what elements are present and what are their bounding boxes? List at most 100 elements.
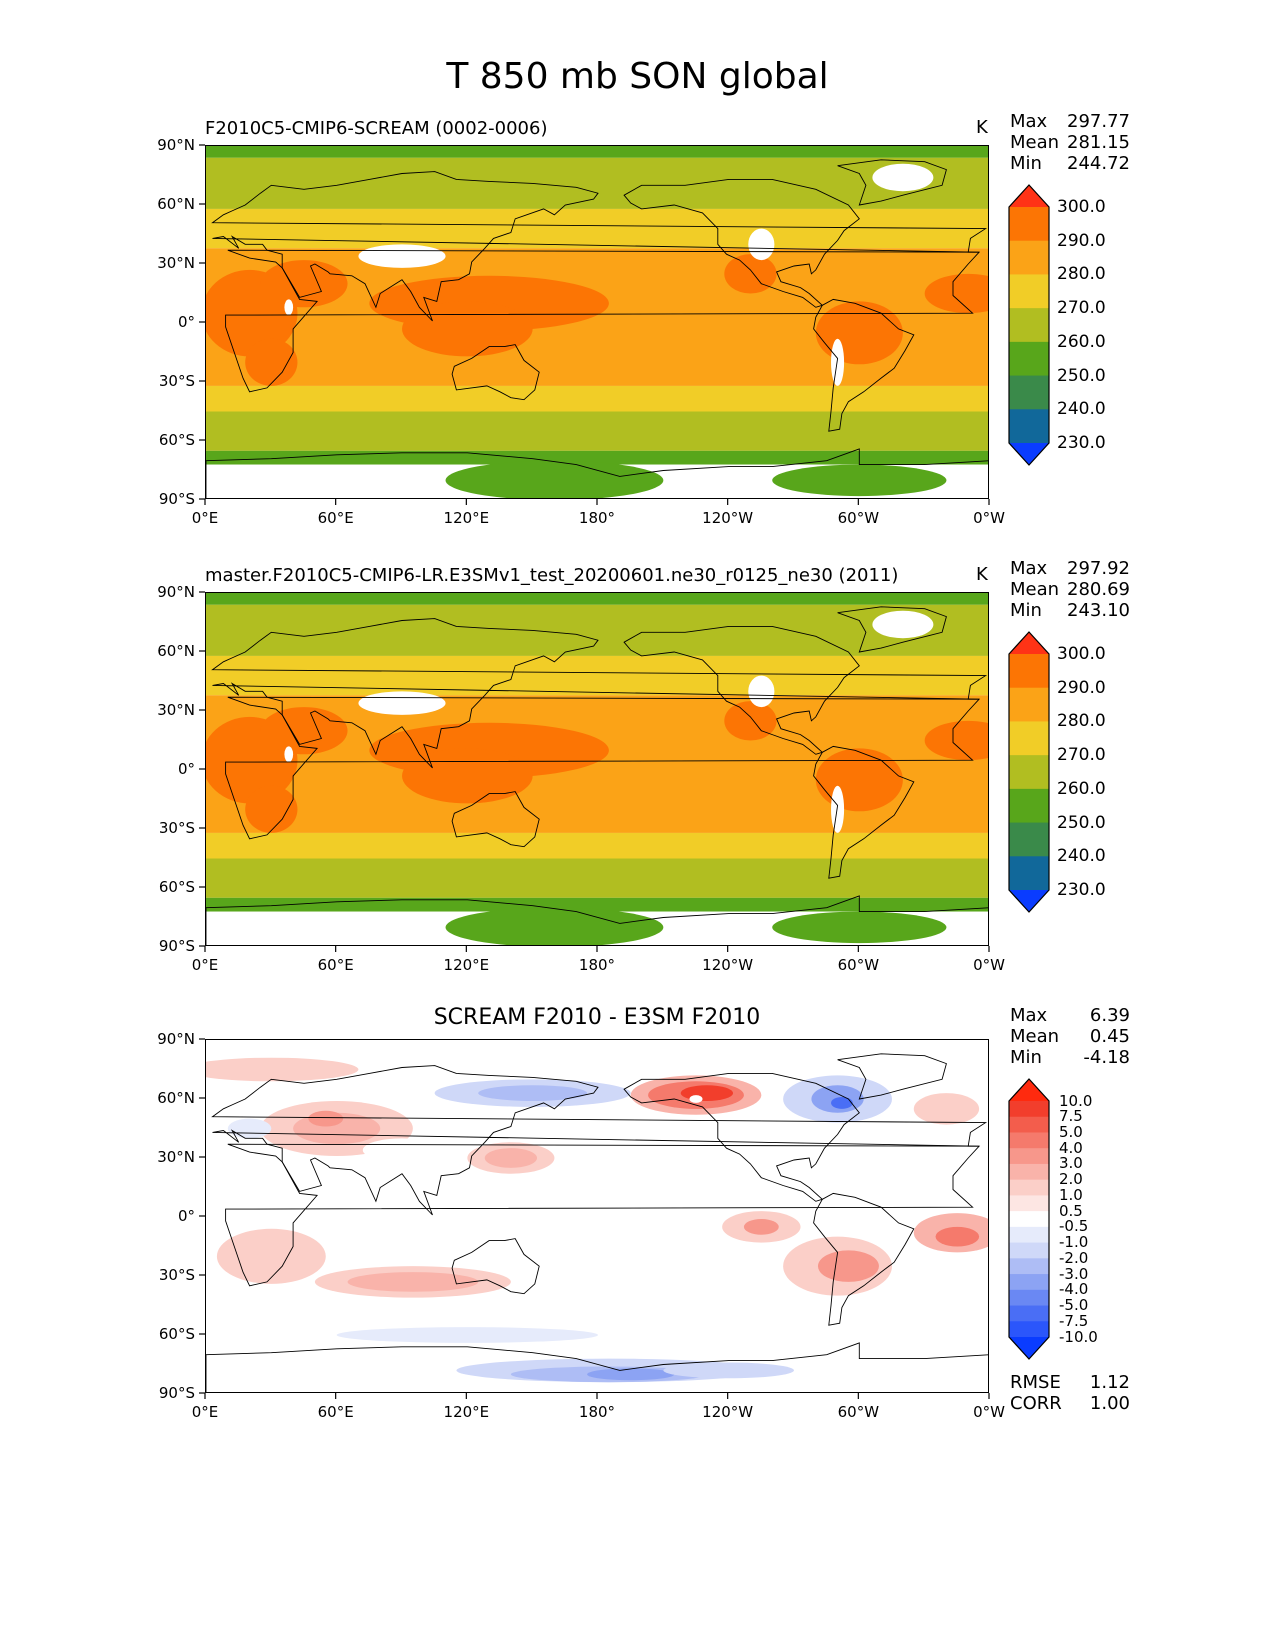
colorbar-segment	[1009, 207, 1049, 242]
stat-max-value: 297.77	[1067, 111, 1130, 132]
colorbar-segment	[1009, 375, 1049, 410]
colorbar	[1008, 631, 1050, 913]
x-tick-label: 180°	[578, 509, 616, 527]
stat-mean-label: Mean	[1010, 579, 1060, 600]
colorbar-segment	[1009, 1148, 1049, 1165]
units-label: K	[976, 117, 988, 138]
stat-mean-label: Mean	[1010, 1026, 1060, 1047]
stat-mean-value: 280.69	[1067, 579, 1130, 600]
colorbar-tick-label: 270.0	[1057, 745, 1106, 766]
colorbar-tick-label: -4.0	[1059, 1280, 1089, 1299]
y-tick-label: 0°	[177, 760, 195, 778]
contour-field	[206, 146, 988, 498]
x-tick-label: 0°E	[191, 956, 219, 974]
colorbar-segment	[1009, 274, 1049, 309]
stat-max-value: 297.92	[1067, 558, 1130, 579]
colorbar-segment	[1009, 1305, 1049, 1322]
colorbar-tick-label: -3.0	[1059, 1264, 1089, 1283]
colorbar-tick-label: 290.0	[1057, 677, 1106, 698]
colorbar-segment	[1009, 1132, 1049, 1149]
y-tick-label: 60°S	[158, 431, 195, 449]
colorbar-tick-label: 3.0	[1059, 1154, 1083, 1173]
coastline	[837, 606, 947, 653]
y-tick-label: 60°S	[158, 878, 195, 896]
coastline	[813, 1192, 915, 1326]
colorbar	[1008, 1078, 1050, 1360]
x-tick-label: 180°	[578, 1403, 616, 1421]
panel-title: SCREAM F2010 - E3SM F2010	[433, 1005, 761, 1030]
y-tick-label: 90°S	[158, 937, 195, 955]
contour-field	[206, 1040, 988, 1392]
stat-max-label: Max	[1010, 558, 1048, 579]
colorbar-extend-min	[1009, 890, 1049, 912]
colorbar-tick-label: 2.0	[1059, 1170, 1083, 1189]
stat-max-value: 6.39	[1089, 1005, 1130, 1026]
colorbar-extend-min	[1009, 443, 1049, 465]
y-tick-label: 0°	[177, 1207, 195, 1225]
x-tick-label: 120°W	[702, 509, 754, 527]
stat-mean-label: Mean	[1010, 132, 1060, 153]
colorbar-tick-label: 7.5	[1059, 1107, 1083, 1126]
y-tick-label: 30°N	[157, 701, 195, 719]
colorbar-segment	[1009, 1116, 1049, 1133]
colorbar-segment	[1009, 856, 1049, 891]
colorbar-tick-label: -7.5	[1059, 1311, 1089, 1330]
x-tick-label: 0°E	[191, 509, 219, 527]
colorbar-tick-label: 10.0	[1059, 1091, 1093, 1110]
coastline	[206, 448, 988, 498]
x-tick-label: 120°E	[443, 1403, 490, 1421]
stat-min-label: Min	[1010, 1047, 1042, 1068]
coastline	[813, 298, 915, 432]
colorbar-segment	[1009, 1179, 1049, 1196]
y-tick-label: 30°N	[157, 1148, 195, 1166]
x-tick-label: 60°E	[317, 1403, 354, 1421]
coastline	[837, 159, 947, 206]
y-tick-label: 30°S	[158, 1266, 195, 1284]
colorbar-segment	[1009, 1321, 1049, 1338]
y-tick-label: 60°N	[157, 195, 195, 213]
metric-rmse-label: RMSE	[1010, 1372, 1061, 1393]
colorbar-segment	[1009, 1101, 1049, 1118]
stat-max-label: Max	[1010, 111, 1048, 132]
colorbar-segment	[1009, 1289, 1049, 1307]
colorbar-tick-label: 4.0	[1059, 1138, 1083, 1157]
coastline	[225, 249, 981, 393]
colorbar-segment	[1009, 654, 1049, 689]
colorbar-tick-label: 230.0	[1057, 880, 1106, 900]
colorbar-extend-max	[1009, 185, 1049, 207]
coastline	[451, 1238, 540, 1295]
x-tick-label: 60°W	[837, 509, 880, 527]
coastline	[837, 1053, 947, 1100]
colorbar-segment	[1009, 755, 1049, 790]
x-tick-label: 0°W	[973, 956, 1005, 974]
x-tick-label: 120°E	[443, 509, 490, 527]
stat-mean-value: 281.15	[1067, 132, 1130, 153]
stat-min-value: 243.10	[1067, 600, 1130, 621]
coastline	[623, 178, 860, 308]
y-tick-label: 60°N	[157, 642, 195, 660]
coastline	[211, 1065, 988, 1216]
panel-title: F2010C5-CMIP6-SCREAM (0002-0006)	[205, 118, 548, 139]
colorbar-segment	[1009, 1242, 1049, 1259]
colorbar-tick-label: -10.0	[1059, 1327, 1098, 1346]
stat-min-value: -4.18	[1083, 1047, 1130, 1068]
colorbar-segment	[1009, 409, 1049, 444]
panel-title: master.F2010C5-CMIP6-LR.E3SMv1_test_2020…	[205, 565, 899, 586]
x-tick-label: 60°E	[317, 956, 354, 974]
colorbar-segment	[1009, 1211, 1049, 1228]
y-tick-label: 90°S	[158, 490, 195, 508]
x-tick-label: 0°W	[973, 509, 1005, 527]
figure-title: T 850 mb SON global	[446, 56, 829, 97]
metric-corr-label: CORR	[1010, 1393, 1062, 1414]
colorbar-segment	[1009, 308, 1049, 343]
map-plot-area	[205, 592, 989, 946]
x-tick-label: 120°E	[443, 956, 490, 974]
stat-max-label: Max	[1010, 1005, 1048, 1026]
colorbar-tick-label: 300.0	[1057, 197, 1106, 217]
colorbar-tick-label: 290.0	[1057, 230, 1106, 251]
x-tick-label: 120°W	[702, 1403, 754, 1421]
colorbar-segment	[1009, 788, 1049, 824]
coastlines	[206, 1053, 988, 1392]
x-tick-label: 180°	[578, 956, 616, 974]
x-tick-label: 0°E	[191, 1403, 219, 1421]
